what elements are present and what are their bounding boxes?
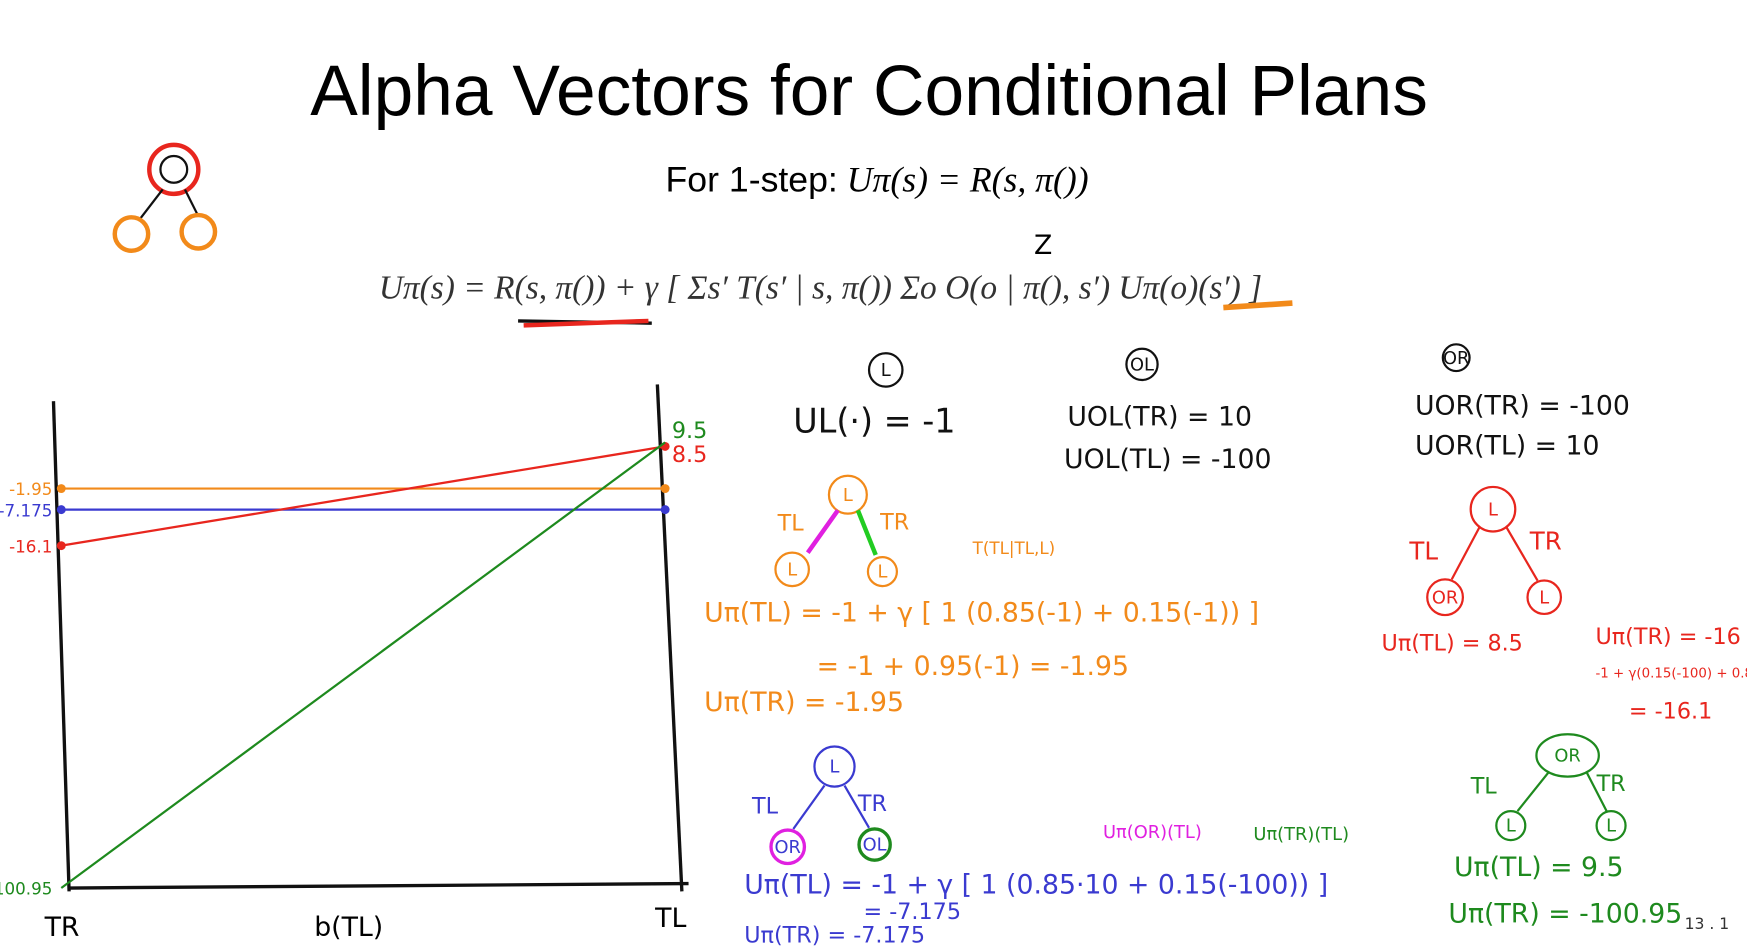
value: UOL(TR) = 10 bbox=[1067, 402, 1252, 433]
axis-left bbox=[51, 401, 71, 892]
value-label: -1.95 bbox=[9, 479, 52, 499]
equation: Uπ(TR) = -7.175 bbox=[744, 923, 925, 946]
tree-icon bbox=[112, 142, 218, 253]
axis-right bbox=[655, 384, 684, 892]
equation: -1 + γ(0.15(-100) + 0.85(-1)) bbox=[1595, 666, 1747, 681]
value-label: -16.1 bbox=[9, 536, 52, 556]
red-tree: L TL TR OR L Uπ(TL) = 8.5 Uπ(TR) = -16 -… bbox=[1382, 485, 1747, 725]
edge-label: TR bbox=[857, 791, 887, 817]
value-label: -100.95 bbox=[0, 879, 52, 899]
node: OR bbox=[1432, 587, 1458, 608]
formula: Uπ(s) = R(s, π()) + γ [ Σs′ T(s′ | s, π(… bbox=[379, 270, 1262, 307]
node: L bbox=[1539, 587, 1549, 608]
node: OL bbox=[1130, 354, 1154, 375]
note: Uπ(OR)(TL) bbox=[1103, 822, 1202, 843]
value-label: -7.175 bbox=[0, 500, 52, 520]
edge-label: TR bbox=[1596, 771, 1626, 797]
node: L bbox=[1488, 499, 1498, 520]
equation: = -16.1 bbox=[1629, 699, 1712, 725]
node: L bbox=[1606, 816, 1616, 837]
node: L bbox=[830, 757, 840, 778]
underline bbox=[523, 318, 649, 328]
equation: Uπ(TR) = -16 bbox=[1595, 624, 1740, 650]
value: UOR(TR) = -100 bbox=[1415, 391, 1630, 422]
edge-label: TL bbox=[1408, 536, 1438, 565]
edge-label: TR bbox=[879, 509, 909, 535]
orange-tree: L TL TR L L T(TL|TL,L) Uπ(TL) = -1 + γ [… bbox=[704, 474, 1259, 718]
end-dot bbox=[660, 484, 670, 494]
page-number: 13 . 1 bbox=[1685, 915, 1730, 933]
formula-note: Z bbox=[1034, 230, 1052, 261]
blue-tree: L TL TR OR OL Uπ(OR)(TL) Uπ(TR)(TL) Uπ(T… bbox=[744, 745, 1349, 946]
value: UOR(TL) = 10 bbox=[1415, 431, 1600, 462]
equation: Uπ(TL) = 8.5 bbox=[1382, 631, 1523, 657]
node: OR bbox=[1443, 348, 1469, 369]
equation: Uπ(TL) = -1 + γ [ 1 (0.85·10 + 0.15(-100… bbox=[744, 870, 1328, 901]
axis-bottom bbox=[69, 881, 689, 890]
value: UOL(TL) = -100 bbox=[1064, 444, 1272, 475]
equation: Uπ(TR) = -100.95 bbox=[1448, 899, 1682, 930]
note: T(TL|TL,L) bbox=[972, 538, 1056, 558]
end-dot bbox=[660, 505, 670, 515]
note: Uπ(TR)(TL) bbox=[1253, 824, 1349, 845]
formula-label: For 1-step: bbox=[666, 160, 838, 200]
equation: Uπ(TL) = -1 + γ [ 1 (0.85(-1) + 0.15(-1)… bbox=[704, 598, 1259, 629]
underline bbox=[1223, 300, 1293, 311]
formula-1step: Uπ(s) = R(s, π()) bbox=[847, 160, 1089, 200]
edge-label: TL bbox=[1470, 773, 1498, 799]
title: Alpha Vectors for Conditional Plans bbox=[310, 51, 1428, 131]
edge-label: TL bbox=[751, 793, 779, 819]
alpha-vector bbox=[61, 445, 666, 547]
green-tree: OR TL TR L L Uπ(TL) = 9.5 Uπ(TR) = -100.… bbox=[1448, 733, 1682, 930]
node: L bbox=[1506, 816, 1516, 837]
value-label: 9.5 bbox=[672, 418, 707, 444]
edge-label: TR bbox=[1529, 526, 1562, 555]
node: OR bbox=[775, 837, 801, 858]
equation: = -1 + 0.95(-1) = -1.95 bbox=[817, 651, 1129, 682]
equation: = -7.175 bbox=[863, 899, 961, 925]
node: L bbox=[881, 360, 891, 381]
plans: L UL(·) = -1 OL UOL(TR) = 10 UOL(TL) = -… bbox=[793, 343, 1630, 475]
node: L bbox=[877, 562, 887, 583]
node: L bbox=[843, 485, 853, 506]
node: OL bbox=[863, 835, 887, 856]
edge-label: TL bbox=[777, 510, 805, 536]
x-label-center: b(TL) bbox=[314, 912, 383, 943]
end-dot bbox=[56, 484, 66, 494]
x-label-right: TL bbox=[654, 903, 686, 934]
equation: Uπ(TR) = -1.95 bbox=[704, 687, 904, 718]
node: OR bbox=[1554, 746, 1580, 767]
end-dot bbox=[56, 541, 66, 551]
value-label: 8.5 bbox=[672, 442, 707, 468]
value: UL(·) = -1 bbox=[793, 401, 955, 440]
plot: TR b(TL) TL -1.95-7.175 -16.1 8.5 -100.95 9.… bbox=[0, 384, 707, 943]
alpha-vector bbox=[60, 441, 666, 889]
equation: Uπ(TL) = 9.5 bbox=[1454, 852, 1624, 883]
node: L bbox=[787, 559, 797, 580]
end-dot bbox=[56, 505, 66, 515]
x-label-left: TR bbox=[44, 912, 80, 943]
